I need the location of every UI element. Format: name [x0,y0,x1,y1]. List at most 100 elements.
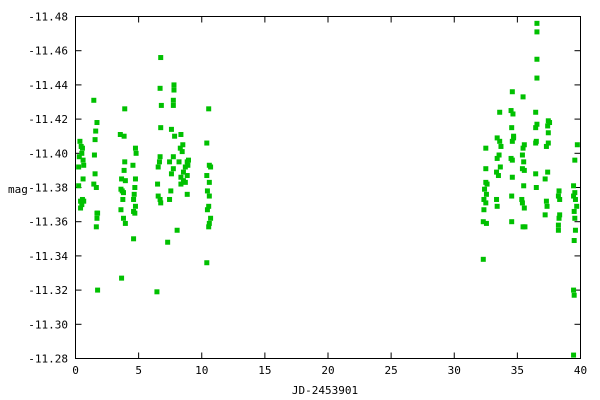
data-point [556,215,562,221]
data-point [156,159,162,165]
data-point [182,179,188,185]
data-point [94,210,100,216]
data-point [178,174,184,180]
data-point [208,164,214,170]
data-point [481,207,487,213]
data-point [480,256,486,262]
y-tick-label: -11.28 [28,353,68,366]
data-point [534,20,540,26]
y-tick-label: -11.32 [28,284,68,297]
data-point [120,215,126,221]
data-point [498,143,504,149]
data-point [483,220,489,226]
data-point [168,188,174,194]
data-point [80,176,86,182]
data-point [93,128,99,134]
data-point [79,202,85,208]
data-point [204,140,210,146]
data-point [509,125,515,131]
y-tick-label: -11.36 [28,216,68,229]
x-tick-label: 5 [135,364,142,377]
y-tick-label: -11.48 [28,11,68,24]
data-point [555,227,561,233]
data-point [494,196,500,202]
data-point [509,89,515,95]
data-point [172,133,178,139]
data-point [509,193,515,199]
data-point [204,188,210,194]
data-point [206,179,212,185]
data-point [533,140,539,146]
data-point [480,219,486,225]
data-point [80,157,86,163]
y-tick-label: -11.38 [28,182,68,195]
data-point [167,196,173,202]
data-point [155,181,161,187]
data-point [522,224,528,230]
data-point [79,150,85,156]
data-point [132,203,138,209]
data-point [521,159,527,165]
data-point [571,352,577,358]
data-point [204,207,210,213]
data-point [170,97,176,103]
data-point [119,275,125,281]
data-point [132,176,138,182]
data-point [495,173,501,179]
data-point [92,171,98,177]
data-point [171,87,177,93]
data-point [133,150,139,156]
data-point [574,203,580,209]
data-point [206,220,212,226]
data-point [494,155,500,161]
data-point [76,183,82,189]
data-point [571,193,577,199]
data-point [78,205,84,211]
data-point [547,120,553,126]
data-point [184,191,190,197]
data-point [78,198,84,204]
data-point [208,215,214,221]
data-point [571,183,577,189]
data-point [158,102,164,108]
data-point [533,171,539,177]
data-point [482,186,488,192]
data-point [92,137,98,143]
y-axis-ticks: -11.48 -11.46 -11.44 -11.42 -11.40 -11.38 -11.… [28,11,581,366]
data-point [521,142,527,148]
data-point [122,159,128,165]
data-point [206,106,212,112]
data-point [494,169,500,175]
data-point [496,152,502,158]
data-point [534,29,540,35]
data-point [572,157,578,163]
data-point [170,102,176,108]
data-point [79,145,85,151]
data-point [519,152,525,158]
x-tick-label: 15 [258,364,271,377]
data-point [120,190,126,196]
data-point [93,224,99,230]
data-point [545,140,551,146]
data-point [132,145,138,151]
data-point [533,125,539,131]
data-point [511,135,517,141]
data-point [94,120,100,126]
data-point [157,85,163,91]
data-point [91,97,97,103]
data-point [155,193,161,199]
x-axis-ticks: 0 5 10 15 20 25 30 35 40 [72,16,587,377]
data-point [545,123,551,129]
data-point [158,125,164,131]
data-point [555,193,561,199]
data-point [557,212,563,218]
data-point [534,75,540,81]
data-point [534,56,540,62]
data-point [95,287,101,293]
data-point [155,164,161,170]
data-point [509,157,515,163]
data-point [170,154,176,160]
data-point [94,215,100,221]
data-point [122,106,128,112]
x-tick-label: 30 [448,364,461,377]
